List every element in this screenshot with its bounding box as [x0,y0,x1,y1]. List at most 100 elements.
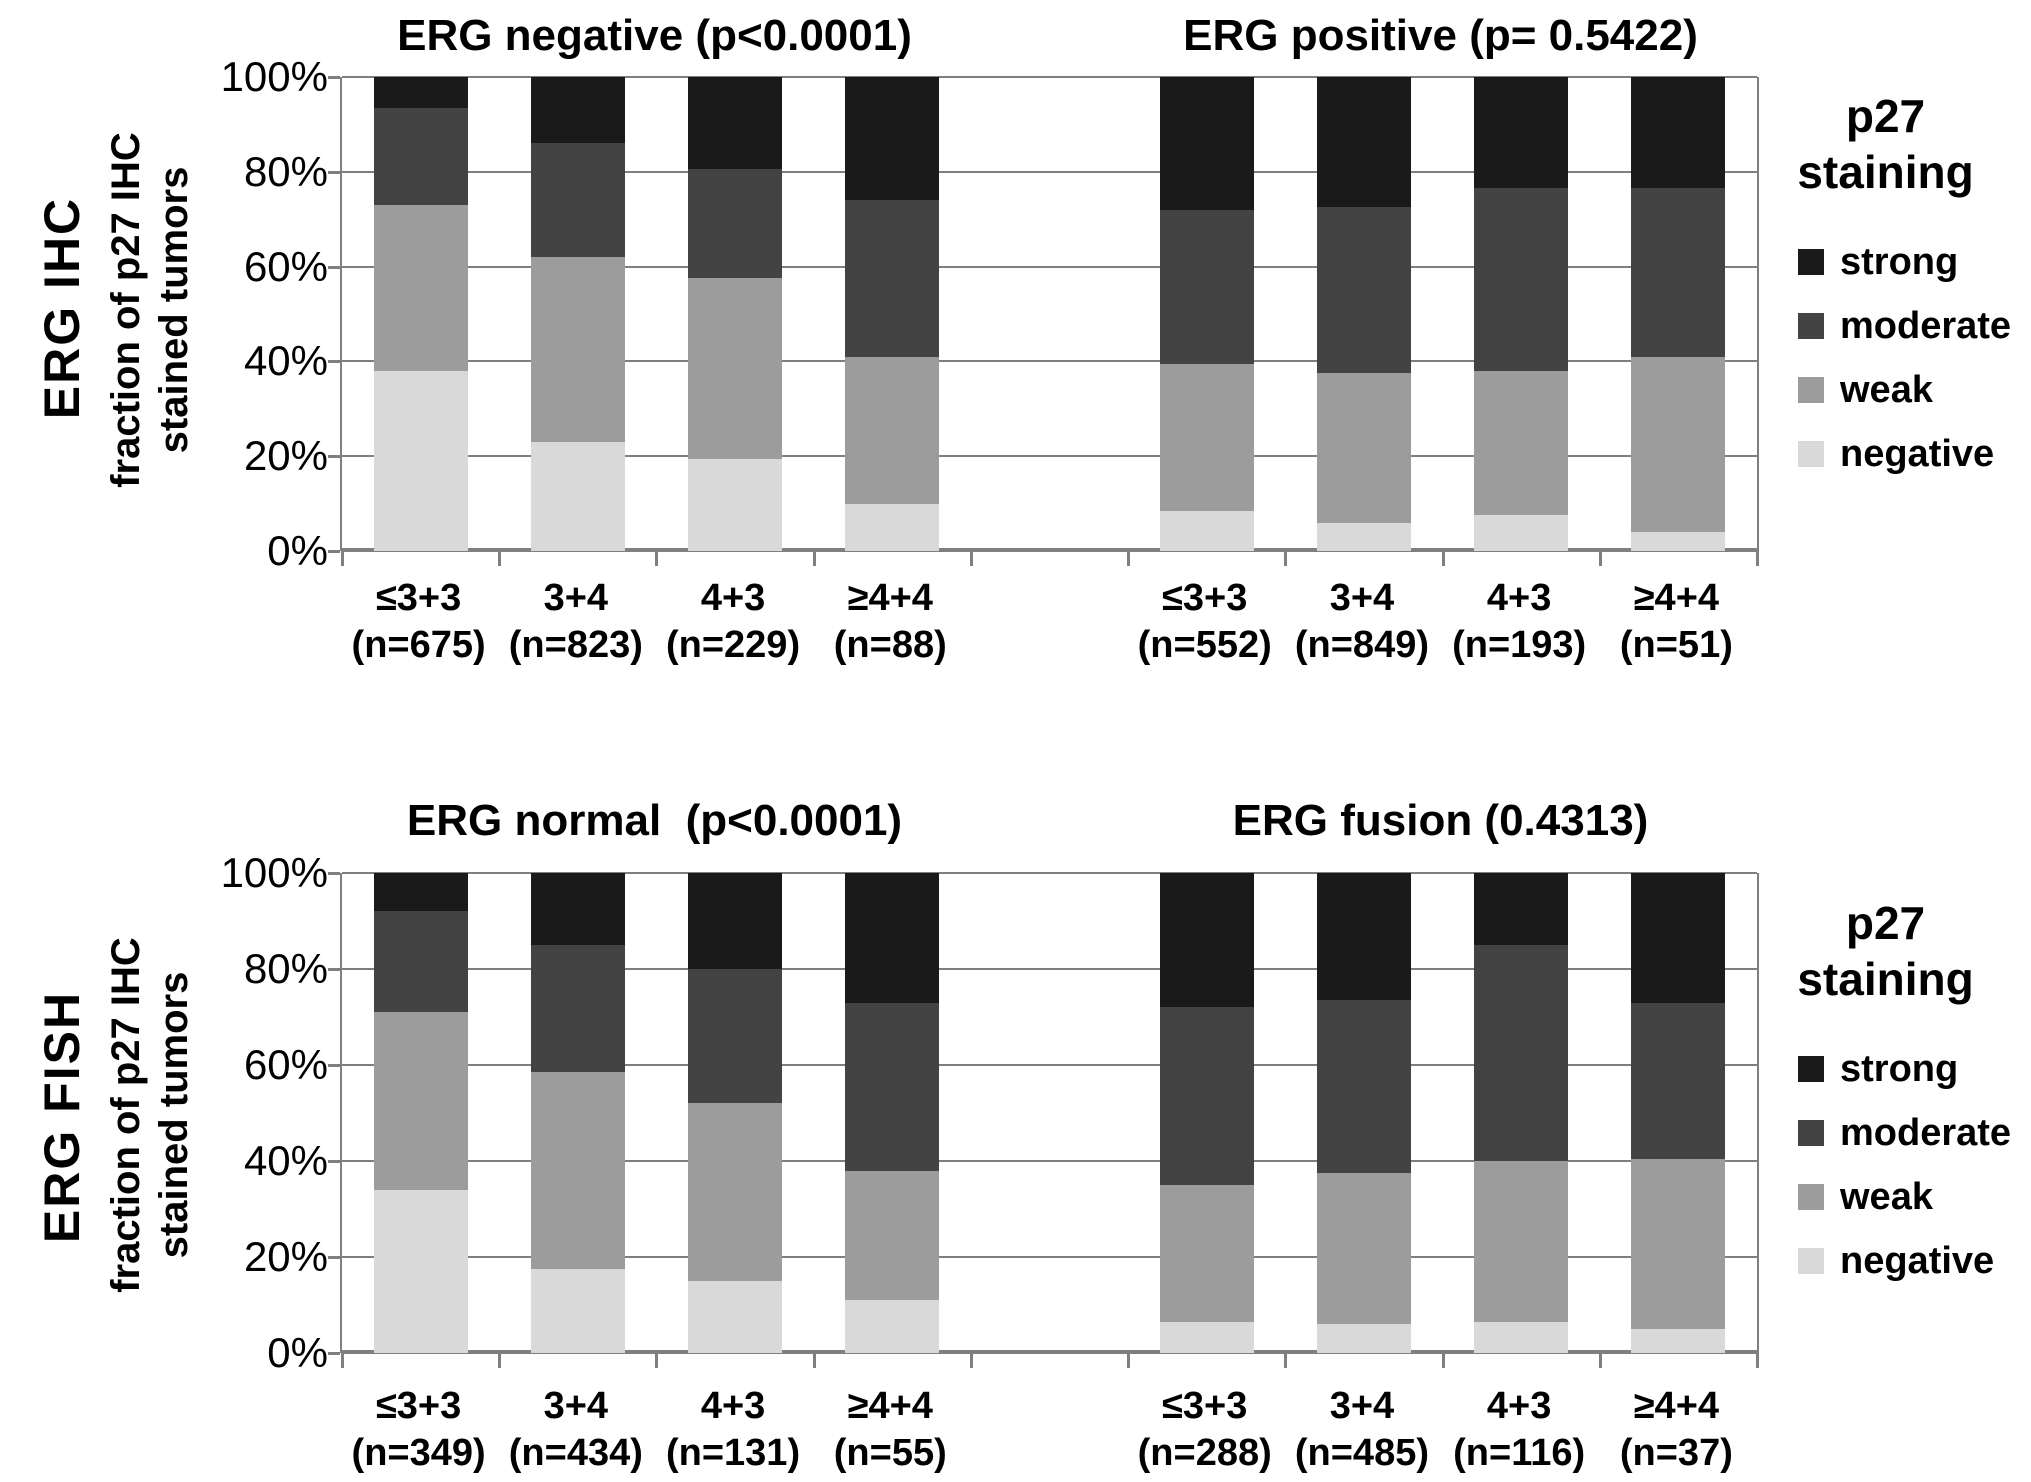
x-tick [655,551,659,566]
bar-segment-negative [373,1189,468,1353]
y-axis-title-line1: fraction of p27 IHC [104,132,148,488]
bar-segment-weak [688,1103,783,1281]
gridline [342,265,1757,268]
legend-item-weak: weak [1740,358,2031,422]
bar-segment-moderate [373,107,468,205]
x-category-label: 4+3 (n=131) [633,1383,833,1477]
bar-segment-strong [373,873,468,912]
bar-segment-moderate [1316,1000,1411,1174]
x-tick [341,1353,344,1368]
stacked-bar [845,873,940,1353]
x-n-count-label: (n=193) [1452,624,1587,666]
y-tick [328,360,340,364]
bar-segment-negative [688,458,783,551]
x-n-count-label: (n=849) [1294,624,1429,666]
x-tick [1598,1353,1602,1368]
y-tick-label: 0% [267,1329,328,1376]
stacked-bar [688,77,783,551]
x-n-count-label: (n=116) [1453,1432,1586,1474]
bar-segment-strong [845,77,940,201]
legend-item-label: negative [1840,432,1995,475]
legend-p27-staining-top: p27 staining strong moderate weak negative [1740,88,2031,486]
bar-segment-moderate [1316,207,1411,374]
legend-item-weak: weak [1740,1165,2031,1229]
bar-segment-negative [1316,522,1411,551]
x-grade-label: 4+3 [700,1385,766,1427]
x-tick [1598,551,1602,566]
x-tick [341,551,344,566]
legend-item-strong: strong [1740,1037,2031,1101]
gridline [342,76,1757,78]
stacked-bar [1631,77,1726,551]
x-n-count-label: (n=88) [833,624,947,666]
x-n-count-label: (n=229) [665,624,801,666]
bar-segment-negative [1316,1324,1411,1353]
bar-segment-strong [1474,873,1569,946]
x-grade-label: ≥4+4 [1633,577,1720,619]
bar-segment-strong [688,77,783,170]
x-n-count-label: (n=131) [665,1432,801,1474]
y-tick [328,550,340,553]
legend-item-label: strong [1840,1047,1959,1090]
bar-segment-weak [530,257,625,442]
x-category-label: 4+3 (n=229) [633,575,833,669]
x-grade-label: ≤3+3 [375,577,462,619]
bar-segment-weak [1474,1161,1569,1322]
x-tick [1284,551,1288,566]
legend-title: p27 staining [1740,88,2031,200]
legend-p27-staining-bottom: p27 staining strong moderate weak negative [1740,895,2031,1293]
gridline [342,455,1757,458]
bar-segment-negative [1159,1321,1254,1353]
bar-segment-negative [1631,1329,1726,1353]
bar-segment-negative [845,503,940,551]
bar-segment-negative [530,441,625,551]
plot-area [340,76,1759,566]
stacked-bar [1631,873,1726,1353]
legend-item-label: strong [1840,240,1959,283]
group-title-erg-normal: ERG normal (p<0.0001) [406,796,903,845]
group-title-erg-fusion: ERG fusion (0.4313) [1232,796,1649,845]
bar-segment-weak [688,278,783,459]
legend-swatch-strong [1798,249,1824,275]
gridline [342,1064,1757,1066]
bar-segment-moderate [845,1002,940,1171]
x-grade-label: ≥4+4 [1633,1385,1720,1427]
y-tick [328,455,340,459]
x-grade-label: 3+4 [543,1385,609,1427]
x-grade-label: 3+4 [543,577,609,619]
x-n-count-label: (n=55) [833,1432,947,1474]
x-category-label: 3+4 (n=849) [1262,575,1462,669]
x-tick [969,1353,973,1368]
x-tick [1284,1353,1288,1368]
bar-segment-moderate [1159,1007,1254,1186]
gridline [342,1256,1757,1258]
legend-title-line2: staining [1797,146,1974,198]
bar-segment-moderate [688,969,783,1104]
x-grade-label: 4+3 [1486,577,1552,619]
y-tick-label: 40% [243,337,328,385]
x-n-count-label: (n=434) [508,1432,643,1474]
y-axis-title: fraction of p27 IHC stained tumors [102,855,198,1375]
bar-segment-moderate [373,911,468,1013]
x-category-label: 3+4 (n=434) [476,1383,676,1477]
group-title-erg-negative: ERG negative (p<0.0001) [397,11,912,60]
group-title-erg-positive: ERG positive (p= 0.5422) [1183,11,1698,60]
y-tick-label: 20% [243,432,328,480]
y-tick [328,872,340,875]
x-grade-label: ≥4+4 [847,577,933,619]
gridline [342,360,1757,363]
x-n-count-label: (n=675) [351,624,486,666]
bar-segment-strong [373,77,468,108]
x-tick [655,1353,659,1368]
y-tick-label: 60% [243,242,328,290]
bar-segment-negative [373,370,468,551]
stacked-bar [1316,873,1411,1353]
x-tick [1127,551,1131,566]
stacked-bar [530,77,625,551]
x-tick [1756,551,1759,566]
legend-swatch-negative [1798,441,1824,467]
gridline [342,170,1757,173]
legend-items: strong moderate weak negative [1740,230,2031,486]
x-category-label: 3+4 (n=823) [476,575,676,669]
x-tick [969,551,973,566]
